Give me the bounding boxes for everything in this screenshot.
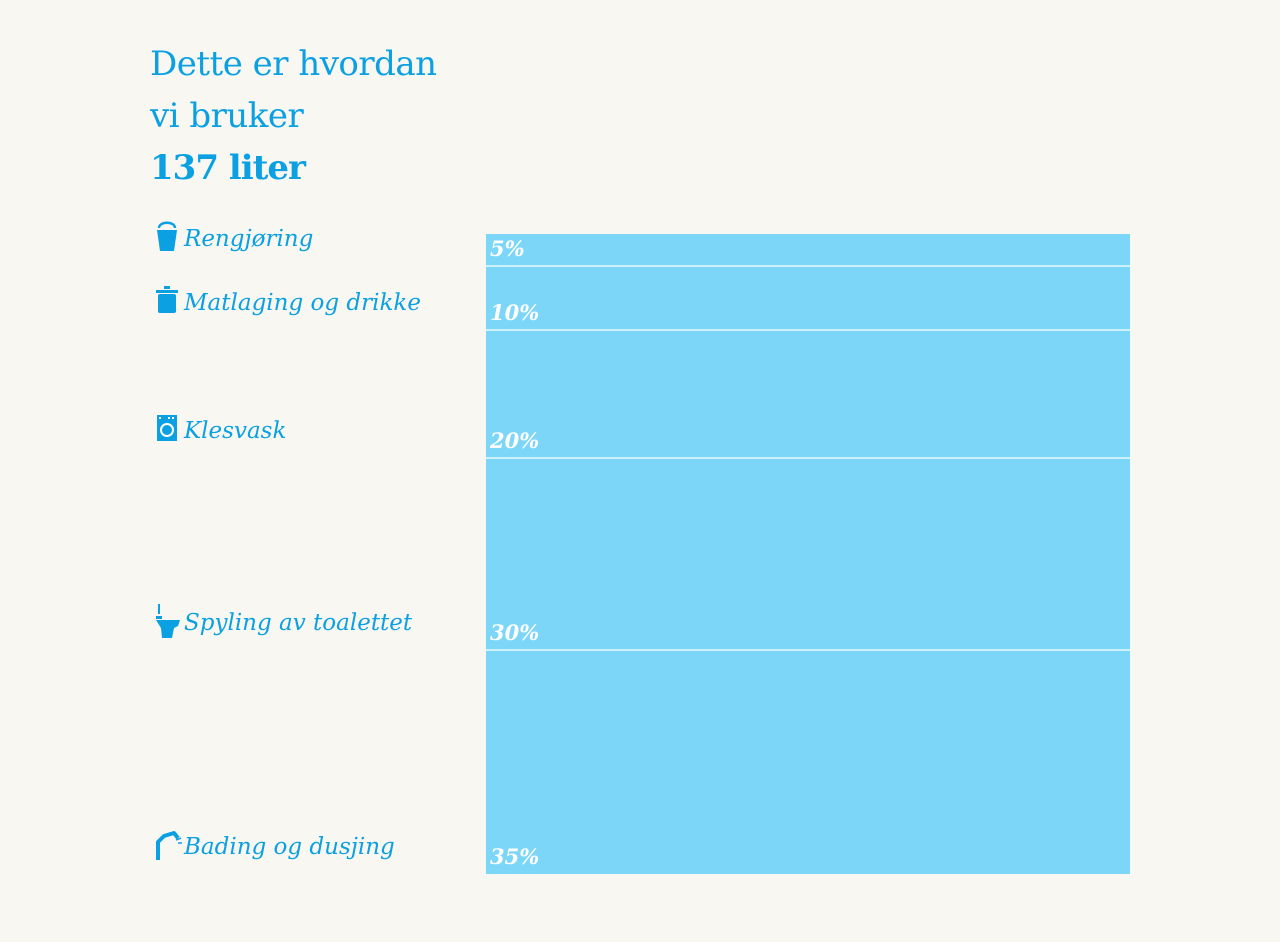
category-label: Spyling av toalettet: [184, 610, 413, 636]
value-label: 20%: [489, 428, 539, 453]
value-label: 10%: [490, 300, 539, 325]
pot-icon: [156, 286, 178, 313]
bar-segment: [486, 650, 1130, 874]
bar-segment: [486, 234, 1130, 266]
chart-title: Dette er hvordan vi bruker 137 liter: [150, 38, 437, 194]
title-line-1: Dette er hvordan: [150, 44, 437, 84]
bar-segment: [486, 458, 1130, 650]
category-label: Rengjøring: [183, 226, 313, 252]
category-label: Bading og dusjing: [183, 834, 395, 860]
value-label: 5%: [490, 236, 525, 261]
bar-segment: [486, 330, 1130, 458]
toilet-icon: [156, 604, 180, 638]
washing-machine-icon: [157, 415, 177, 441]
bucket-icon: [157, 221, 177, 251]
value-label: 30%: [490, 620, 539, 645]
bar-segment: [486, 266, 1130, 330]
category-label: Klesvask: [183, 418, 286, 444]
shower-icon: [156, 831, 182, 860]
title-line-3: 137 liter: [150, 148, 306, 188]
value-label: 35%: [490, 844, 539, 869]
title-line-2: vi bruker: [150, 96, 304, 136]
category-label: Matlaging og drikke: [183, 290, 421, 316]
